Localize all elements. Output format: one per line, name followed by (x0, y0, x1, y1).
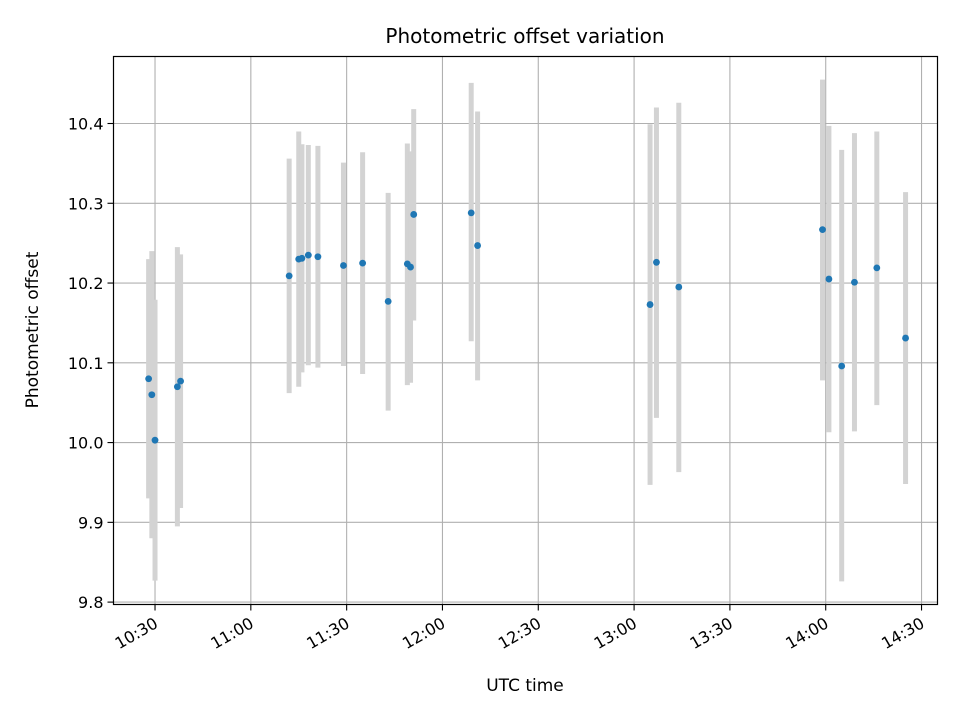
data-point (851, 278, 858, 286)
data-point (819, 226, 826, 233)
data-point (410, 211, 418, 218)
x-tick-label: 11:30 (303, 614, 352, 654)
data-point (314, 253, 322, 261)
x-tick-label: 10:30 (112, 614, 161, 654)
data-point (340, 262, 347, 269)
chart-title: Photometric offset variation (385, 24, 664, 48)
data-point (151, 436, 159, 444)
y-tick-label: 9.8 (78, 593, 103, 612)
x-tick-label: 12:00 (399, 614, 448, 654)
x-tick-label: 13:00 (591, 614, 640, 654)
x-tick-label: 13:30 (686, 614, 735, 654)
y-tick-label: 10.2 (68, 274, 104, 293)
data-point (653, 258, 660, 266)
data-point (467, 209, 475, 217)
x-tick-label: 12:30 (495, 614, 544, 654)
y-tick-label: 10.3 (68, 194, 104, 213)
y-tick-label: 10.0 (68, 434, 104, 453)
x-tick-label: 14:00 (782, 614, 831, 654)
data-point (359, 259, 367, 267)
data-point (148, 391, 156, 399)
plot-frame (112, 55, 939, 606)
x-tick-label: 11:00 (207, 614, 256, 654)
y-tick-label: 10.1 (68, 354, 104, 373)
y-tick-label: 9.9 (78, 513, 103, 532)
data-point (474, 242, 481, 249)
data-point (285, 272, 293, 280)
grid (113, 56, 938, 605)
y-axis: 9.8 9.9 10.0 10.1 10.2 10.3 10.4 (68, 115, 114, 612)
x-axis: 10:30 11:00 11:30 12:00 12:30 13:00 13:30 14:00… (112, 604, 928, 654)
data-point (407, 263, 414, 271)
data-point (873, 264, 881, 272)
data-point (825, 275, 833, 283)
data-point (304, 251, 312, 259)
data-point (177, 377, 184, 385)
data-point (173, 383, 181, 391)
data-points (145, 209, 909, 444)
x-axis-label: UTC time (486, 676, 564, 696)
x-tick-label: 14:30 (878, 614, 927, 654)
y-tick-label: 10.4 (68, 115, 104, 134)
data-point (145, 375, 153, 383)
data-point (675, 283, 683, 291)
data-point (646, 301, 654, 308)
data-point (902, 334, 909, 342)
data-point (384, 297, 392, 305)
y-axis-label: Photometric offset (23, 251, 43, 408)
data-point (298, 254, 306, 262)
error-bars (146, 79, 909, 582)
data-point (838, 362, 846, 370)
